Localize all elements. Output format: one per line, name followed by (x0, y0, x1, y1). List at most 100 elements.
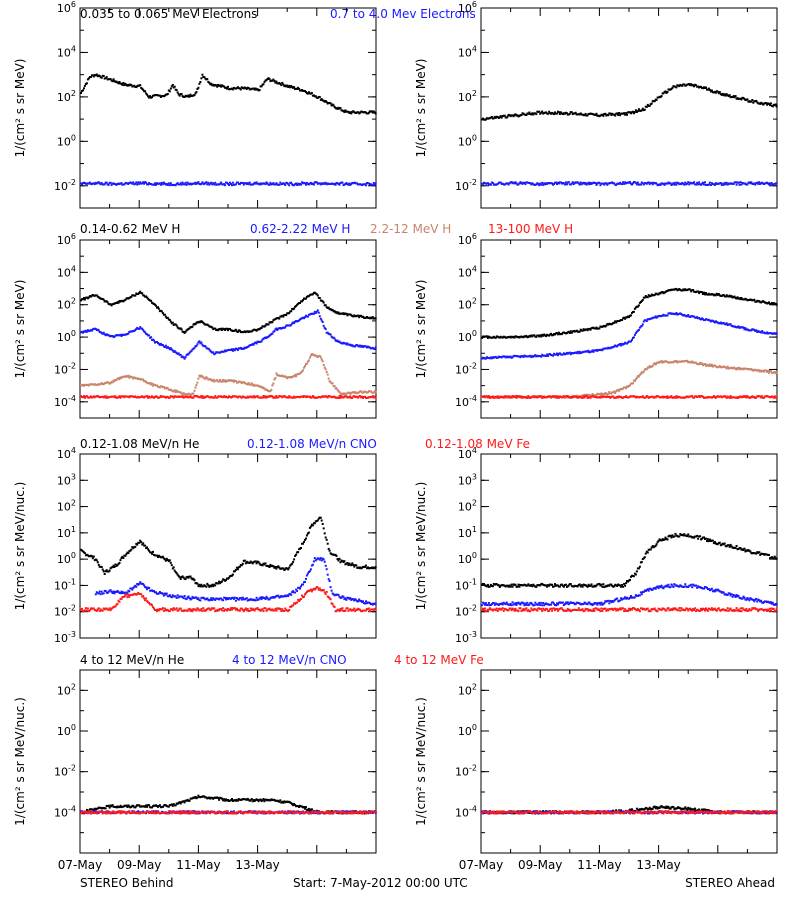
data-point (562, 182, 565, 185)
data-point (728, 94, 731, 97)
data-point (179, 182, 182, 185)
data-point (635, 376, 638, 379)
data-point (127, 332, 130, 335)
data-point (260, 340, 263, 343)
data-point (750, 329, 753, 332)
data-point (265, 595, 268, 598)
data-point (208, 607, 211, 610)
data-point (321, 300, 324, 303)
data-point (274, 566, 277, 568)
data-point (308, 570, 311, 573)
data-point (254, 87, 257, 90)
data-point (348, 182, 351, 185)
data-point (166, 345, 169, 348)
data-point (161, 312, 164, 315)
y-tick-label: 10-2 (54, 604, 76, 619)
data-point (302, 542, 304, 545)
data-point (307, 91, 310, 94)
data-point (149, 382, 152, 385)
data-point (331, 308, 334, 311)
data-point (681, 84, 684, 87)
data-point (175, 596, 178, 599)
data-series (80, 290, 377, 334)
data-point (309, 525, 312, 528)
data-point (198, 340, 201, 343)
data-point (262, 395, 265, 397)
data-point (150, 336, 153, 339)
data-point (594, 182, 597, 184)
data-point (235, 566, 238, 569)
data-point (584, 182, 587, 184)
data-point (724, 94, 727, 97)
data-point (279, 608, 282, 610)
data-point (349, 597, 352, 600)
data-point (670, 395, 673, 398)
data-point (177, 352, 180, 355)
data-point (293, 375, 296, 378)
data-point (490, 116, 493, 118)
data-point (293, 307, 296, 310)
data-point (322, 301, 325, 304)
data-point (364, 395, 366, 398)
data-point (765, 102, 768, 105)
data-point (541, 181, 544, 184)
data-point (183, 595, 186, 597)
data-point (641, 182, 644, 185)
data-point (296, 87, 299, 90)
data-point (305, 574, 308, 577)
data-point (340, 596, 343, 599)
data-point (486, 182, 489, 185)
data-point (99, 593, 102, 596)
data-point (128, 376, 131, 379)
data-point (546, 585, 549, 588)
data-point (238, 183, 241, 186)
data-point (253, 609, 256, 612)
data-point (183, 96, 186, 98)
data-point (194, 323, 197, 326)
data-point (763, 370, 766, 373)
data-point (158, 591, 161, 593)
data-point (337, 593, 340, 596)
data-point (654, 396, 657, 399)
data-point (353, 607, 356, 610)
legend-label: 13-100 MeV H (488, 222, 573, 236)
data-point (740, 297, 743, 299)
data-point (246, 182, 249, 185)
data-point (192, 577, 195, 580)
data-point (128, 595, 131, 598)
data-point (123, 592, 126, 594)
data-point (120, 82, 123, 85)
data-point (672, 361, 675, 364)
data-point (348, 391, 351, 394)
data-point (607, 114, 610, 117)
data-point (294, 373, 297, 376)
data-point (648, 104, 651, 107)
data-point (236, 331, 239, 333)
data-point (512, 115, 515, 118)
data-point (333, 606, 336, 609)
y-axis-label: 1/(cm² s sr MeV/nuc.) (13, 482, 27, 611)
data-point (535, 585, 538, 588)
data-point (278, 183, 281, 186)
data-point (218, 580, 221, 583)
data-point (545, 355, 548, 357)
data-point (585, 395, 588, 397)
data-point (141, 292, 144, 295)
data-point (163, 313, 166, 316)
data-point (633, 333, 636, 336)
data-point (570, 331, 573, 334)
data-point (306, 360, 309, 363)
data-point (565, 183, 568, 186)
data-point (236, 381, 239, 384)
data-point (124, 298, 127, 301)
data-point (631, 183, 633, 186)
data-point (100, 76, 103, 79)
data-point (327, 596, 330, 599)
data-point (123, 183, 126, 186)
data-point (646, 395, 649, 398)
data-point (670, 88, 673, 90)
data-point (168, 348, 171, 351)
data-point (488, 585, 491, 588)
data-point (102, 298, 105, 301)
data-point (101, 568, 104, 571)
